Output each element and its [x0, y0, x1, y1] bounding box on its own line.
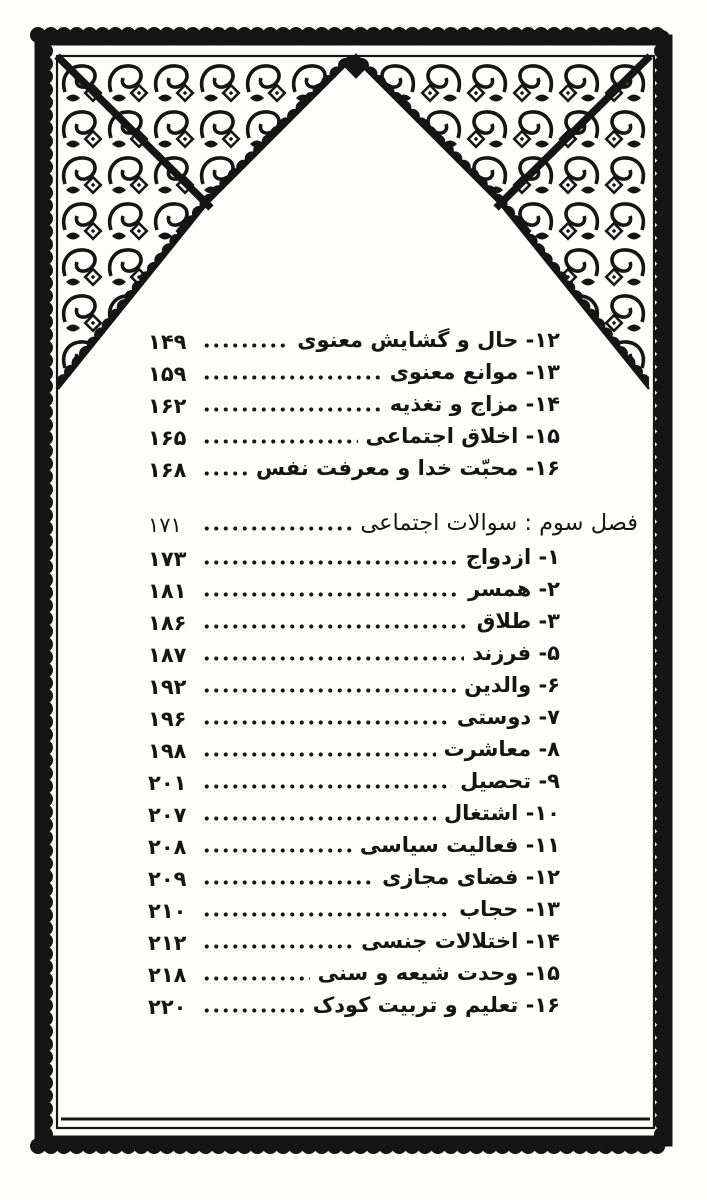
dot-leader [202, 1005, 305, 1015]
toc-entry-page-number: ۱۷۳ [148, 546, 187, 571]
toc-entry: ۲- همسر ۱۸۱ [148, 573, 638, 605]
dot-leader [202, 621, 469, 631]
toc-entry: ۱۴- مزاج و تغذیه ۱۶۲ [148, 388, 638, 420]
dot-leader [202, 973, 310, 983]
toc-entry-label: ۱۲- حال و گشایش معنوی [297, 327, 560, 352]
toc-entry-page-number: ۱۵۹ [148, 361, 187, 386]
dot-leader [202, 589, 461, 599]
toc-entry-label: ۱۳- موانع معنوی [389, 359, 560, 384]
toc-entry-page-number: ۱۸۱ [148, 578, 187, 603]
toc-entry-page-number: ۱۸۷ [148, 642, 187, 667]
toc-entry-page-number: ۲۰۱ [148, 770, 187, 795]
toc-entry-label: ۱۲- فضای مجازی [382, 864, 560, 889]
toc-entry: ۱۲- فضای مجازی ۲۰۹ [148, 861, 638, 893]
toc-entry-page-number: ۱۸۶ [148, 610, 187, 635]
toc-entry-label: ۱۵- اخلاق اجتماعی [365, 423, 561, 448]
toc-entry-label: ۱- ازدواج [465, 544, 560, 569]
toc-entry-page-number: ۲۰۸ [148, 834, 187, 859]
toc-entry: ۱- ازدواج ۱۷۳ [148, 541, 638, 573]
toc-entry: ۱۰- اشتغال ۲۰۷ [148, 797, 638, 829]
dot-leader [202, 436, 358, 446]
toc-entry-page-number: ۱۶۸ [148, 457, 187, 482]
toc-entry-label: ۱۴- اختلالات جنسی [361, 928, 560, 953]
toc-entry-label: ۵- فرزند [472, 640, 560, 665]
toc-entry: ۵- فرزند ۱۸۷ [148, 637, 638, 669]
toc-entry: ۹- تحصیل ۲۰۱ [148, 765, 638, 797]
chapter-heading-page-number: ۱۷۱ [148, 512, 182, 537]
toc-entry: ۱۶- تعلیم و تربیت کودک ۲۲۰ [148, 989, 638, 1021]
toc-entry: ۱۴- اختلالات جنسی ۲۱۲ [148, 925, 638, 957]
toc-entry-label: ۳- طلاق [476, 608, 560, 633]
toc-entry-page-number: ۱۶۵ [148, 425, 187, 450]
toc-entry-page-number: ۲۱۰ [148, 898, 187, 923]
toc-entry-page-number: ۲۱۸ [148, 962, 187, 987]
toc-chapter-heading: فصل سوم : سوالات اجتماعی ۱۷۱ [148, 505, 638, 541]
toc-section-chapter3-items: ۱- ازدواج ۱۷۳ ۲- همسر ۱۸۱ ۳- طلاق ۱۸۶ ۵-… [148, 541, 638, 1021]
dot-leader [202, 909, 452, 919]
dot-leader [202, 717, 449, 727]
toc-entry-label: ۱۰- اشتغال [443, 800, 560, 825]
dot-leader [202, 372, 382, 382]
toc-entry: ۱۲- حال و گشایش معنوی ۱۴۹ [148, 324, 638, 356]
toc-entry-label: ۱۶- محبّت خدا و معرفت نفس [256, 455, 560, 480]
dot-leader [202, 877, 375, 887]
toc-entry: ۷- دوستی ۱۹۶ [148, 701, 638, 733]
dot-leader [202, 468, 249, 478]
toc-entry-page-number: ۱۹۸ [148, 738, 187, 763]
toc-chapter-heading-row: فصل سوم : سوالات اجتماعی ۱۷۱ [148, 505, 638, 541]
toc-entry-label: ۶- والدین [464, 672, 560, 697]
dot-leader [202, 749, 436, 759]
chapter-heading-label: فصل سوم : سوالات اجتماعی [360, 509, 638, 536]
toc-entry-page-number: ۱۶۲ [148, 393, 187, 418]
toc-entry-page-number: ۲۲۰ [148, 994, 187, 1019]
toc-entry: ۱۵- اخلاق اجتماعی ۱۶۵ [148, 420, 638, 452]
toc-entry-label: ۷- دوستی [456, 704, 560, 729]
dot-leader [202, 523, 353, 533]
toc-entry-page-number: ۲۰۷ [148, 802, 187, 827]
toc-entry: ۸- معاشرت ۱۹۸ [148, 733, 638, 765]
dot-leader [202, 685, 457, 695]
scalloped-border-icon [30, 27, 677, 1154]
toc-entry-label: ۱۱- فعالیت سیاسی [359, 832, 560, 857]
dot-leader [202, 781, 453, 791]
dot-leader [202, 941, 354, 951]
toc-entry: ۳- طلاق ۱۸۶ [148, 605, 638, 637]
toc-entry-label: ۱۵- وحدت شیعه و سنی [317, 960, 560, 985]
toc-entry-label: ۲- همسر [468, 576, 560, 601]
toc-entry-label: ۹- تحصیل [460, 768, 560, 793]
dot-leader [202, 404, 382, 414]
dot-leader [202, 813, 436, 823]
toc-entry-page-number: ۲۱۲ [148, 930, 187, 955]
toc-entry-page-number: ۱۹۲ [148, 674, 187, 699]
toc-entry: ۱۳- موانع معنوی ۱۵۹ [148, 356, 638, 388]
toc-entry-label: ۱۶- تعلیم و تربیت کودک [312, 992, 560, 1017]
dot-leader [202, 653, 465, 663]
toc-entry-label: ۸- معاشرت [443, 736, 560, 761]
toc-entry: ۶- والدین ۱۹۲ [148, 669, 638, 701]
toc-entry-page-number: ۱۴۹ [148, 329, 187, 354]
dot-leader [202, 340, 290, 350]
toc-entry: ۱۱- فعالیت سیاسی ۲۰۸ [148, 829, 638, 861]
diamond-finial-icon [343, 53, 369, 79]
toc-entry-label: ۱۴- مزاج و تغذیه [389, 391, 560, 416]
toc-section-chapter2-items: ۱۲- حال و گشایش معنوی ۱۴۹ ۱۳- موانع معنو… [148, 324, 638, 484]
toc-entry-page-number: ۲۰۹ [148, 866, 187, 891]
toc-entry-label: ۱۳- حجاب [459, 896, 560, 921]
dot-leader [202, 845, 352, 855]
toc-entry: ۱۶- محبّت خدا و معرفت نفس ۱۶۸ [148, 452, 638, 484]
dot-leader [202, 557, 458, 567]
toc-entry: ۱۳- حجاب ۲۱۰ [148, 893, 638, 925]
toc-entry-page-number: ۱۹۶ [148, 706, 187, 731]
toc-entry: ۱۵- وحدت شیعه و سنی ۲۱۸ [148, 957, 638, 989]
